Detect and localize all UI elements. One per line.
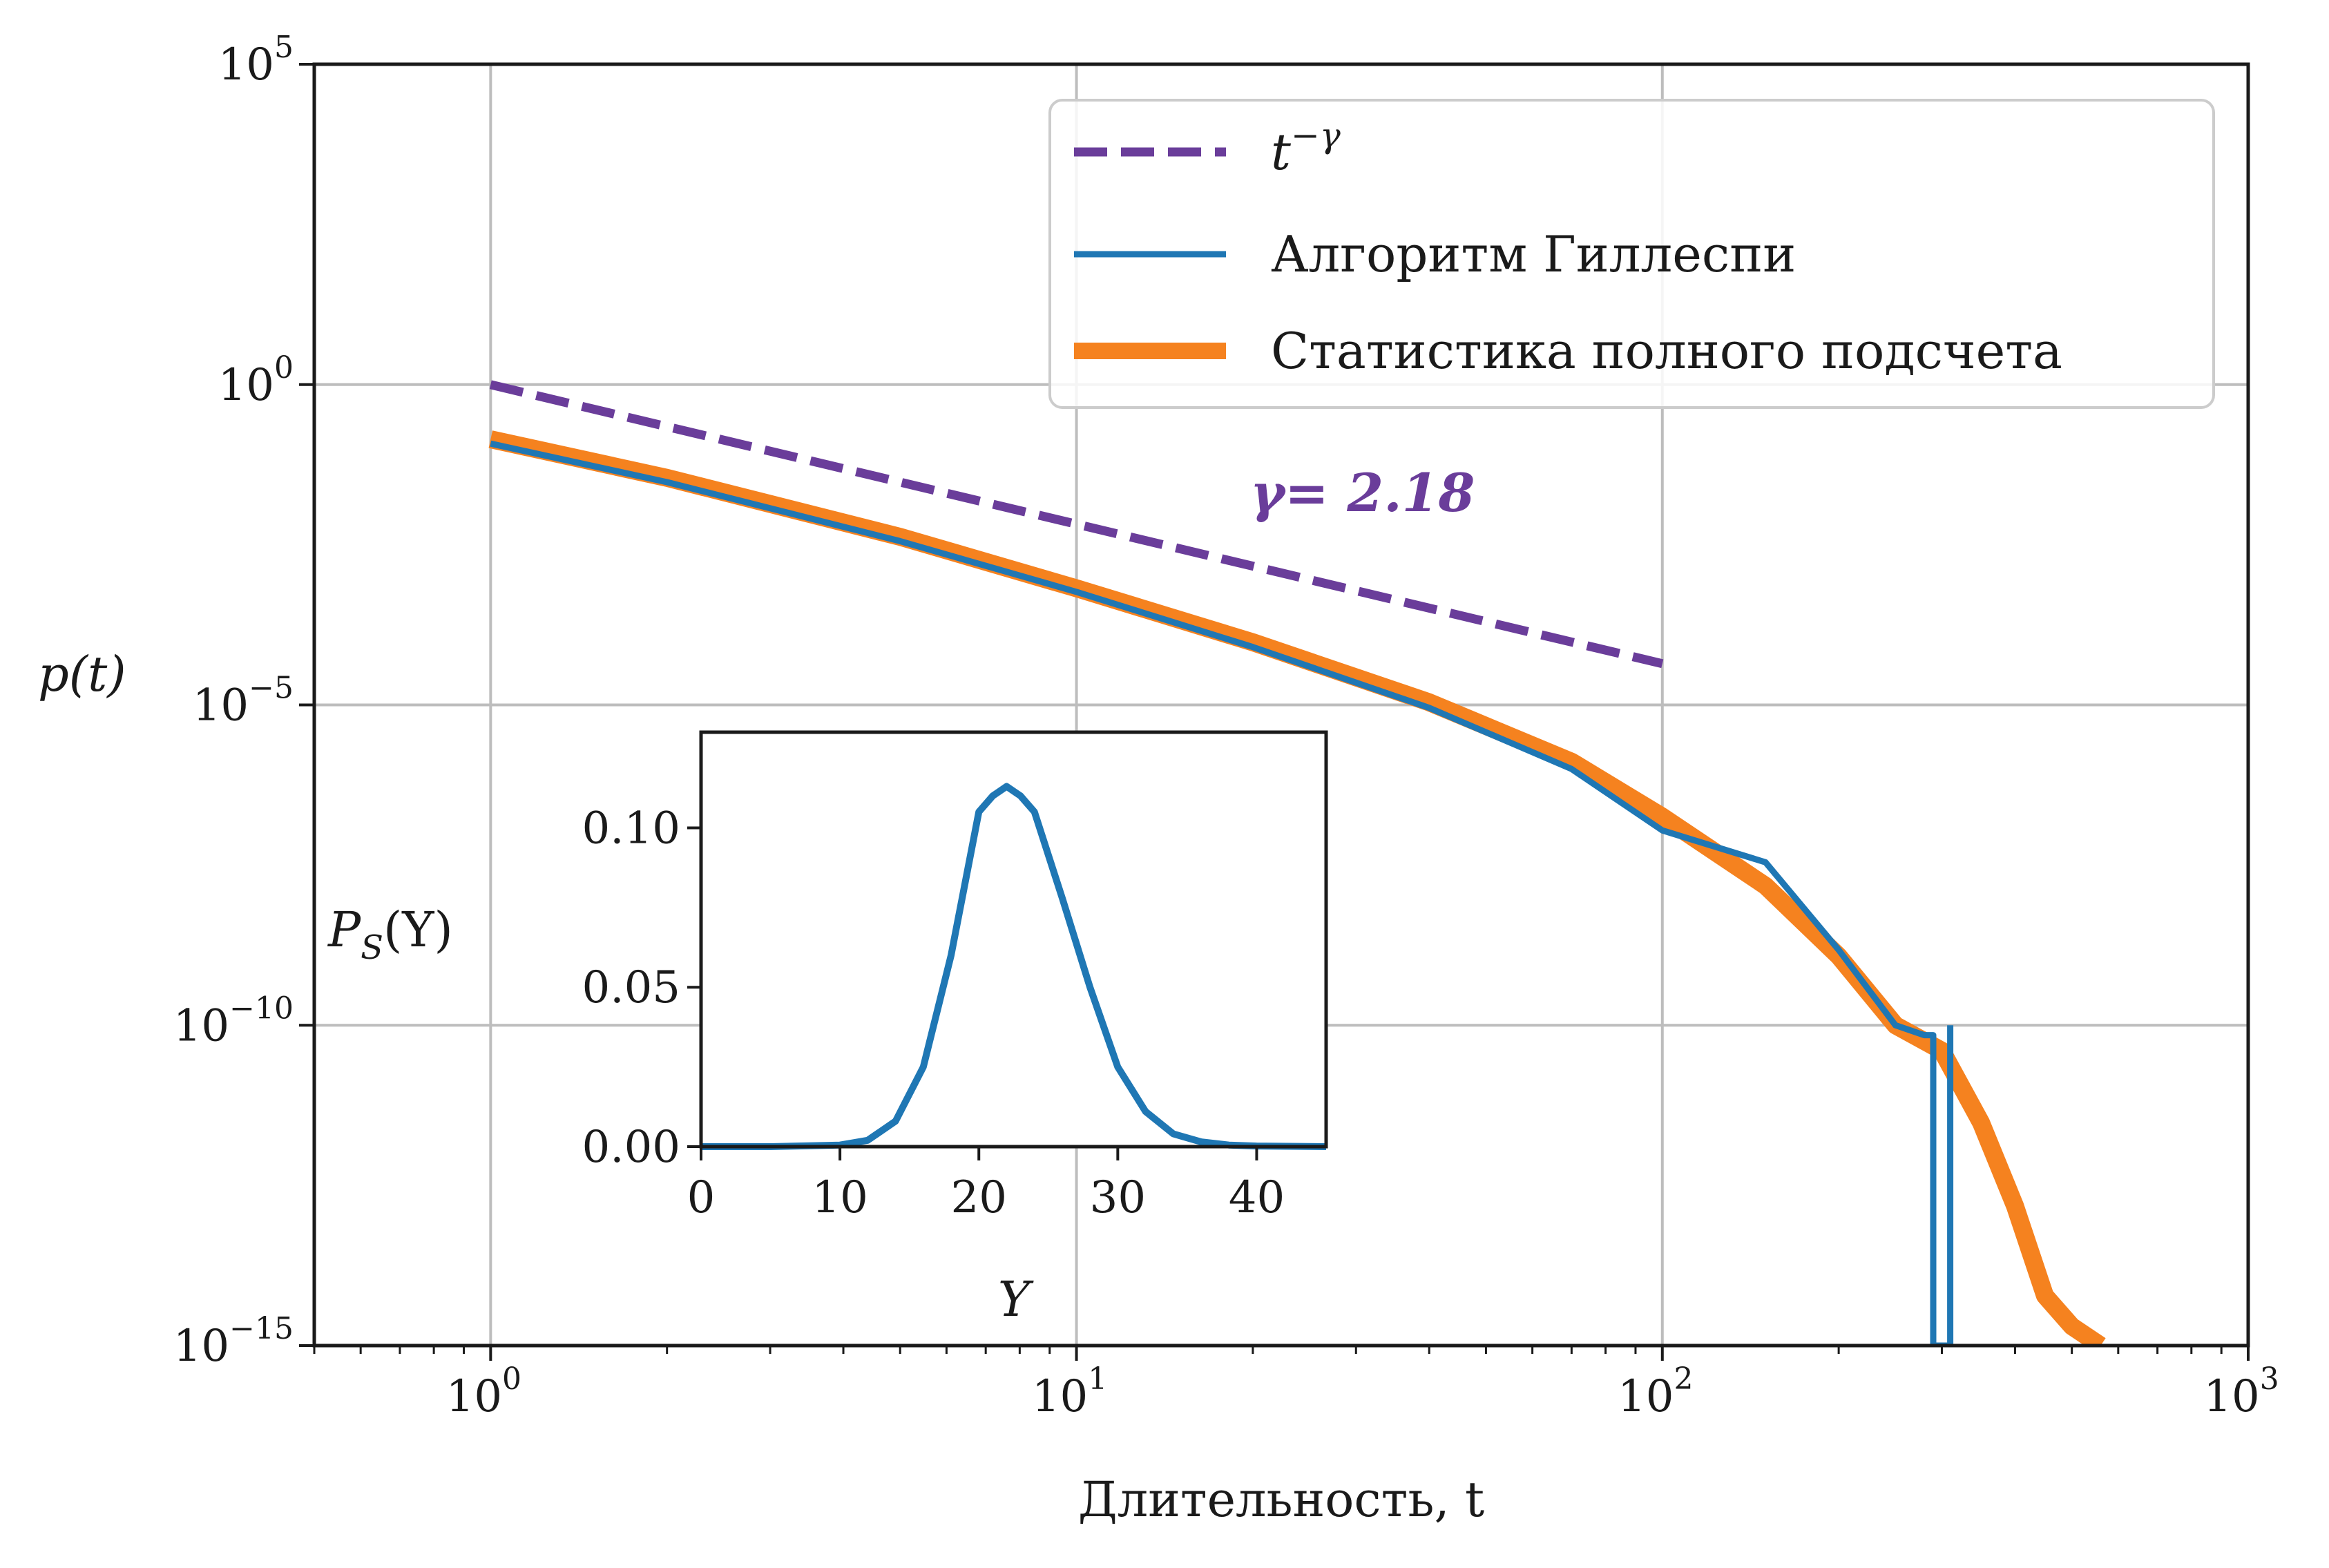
series-power-law-line xyxy=(489,380,1664,669)
y-tick-label: 105 xyxy=(218,30,294,90)
inset-tick-labels: 0 10 20 30 40 0.00 0.05 0.10 xyxy=(582,803,1285,1223)
inset-y-tick-label: 0.10 xyxy=(582,803,681,854)
x-axis-label: Длительность, t xyxy=(1078,1471,1484,1528)
y-tick-label: 100 xyxy=(218,350,294,411)
y-axis-label: p(t) xyxy=(38,646,126,702)
inset-chart: 0 10 20 30 40 0.00 0.05 0.10 Y PS(Y) xyxy=(327,730,1328,1328)
main-series xyxy=(488,380,2106,1346)
inset-x-tick-label: 0 xyxy=(687,1172,716,1223)
inset-y-tick-label: 0.00 xyxy=(582,1122,681,1173)
inset-background xyxy=(701,732,1326,1147)
series-gillespie-line xyxy=(490,440,1954,1346)
inset-ticks xyxy=(687,826,1258,1160)
x-tick-label: 100 xyxy=(446,1361,521,1422)
inset-frame xyxy=(699,730,1328,1149)
y-tick-label: 10−15 xyxy=(173,1311,294,1372)
inset-x-tick-label: 20 xyxy=(951,1172,1007,1223)
legend-label-full-count: Статистика полного подсчета xyxy=(1271,322,2062,380)
x-tick-label: 102 xyxy=(1618,1361,1693,1422)
inset-x-tick-label: 30 xyxy=(1090,1172,1146,1223)
y-tick-label: 10−10 xyxy=(173,991,294,1051)
legend-label-gillespie: Алгоритм Гиллеспи xyxy=(1271,225,1796,283)
gamma-annotation: γ= 2.18 xyxy=(1250,462,1475,524)
x-tick-label: 103 xyxy=(2203,1361,2279,1422)
y-tick-label: 10−5 xyxy=(193,671,294,732)
inset-y-tick-label: 0.05 xyxy=(582,962,681,1013)
x-tick-label: 101 xyxy=(1032,1361,1107,1422)
inset-series xyxy=(701,783,1327,1150)
legend-box xyxy=(1048,99,2215,409)
main-ticks xyxy=(299,63,2250,1361)
series-full-count-line xyxy=(488,430,2106,1346)
inset-x-tick-label: 10 xyxy=(812,1172,868,1223)
legend: t−γ Алгоритм Гиллеспи Статистика полного… xyxy=(1048,99,2215,409)
inset-y-axis-label: PS(Y) xyxy=(327,901,453,967)
inset-x-tick-label: 40 xyxy=(1229,1172,1285,1223)
legend-label-power-law: t−γ xyxy=(1271,115,1341,181)
inset-series-line xyxy=(701,783,1327,1150)
inset-x-axis-label: Y xyxy=(998,1271,1034,1328)
